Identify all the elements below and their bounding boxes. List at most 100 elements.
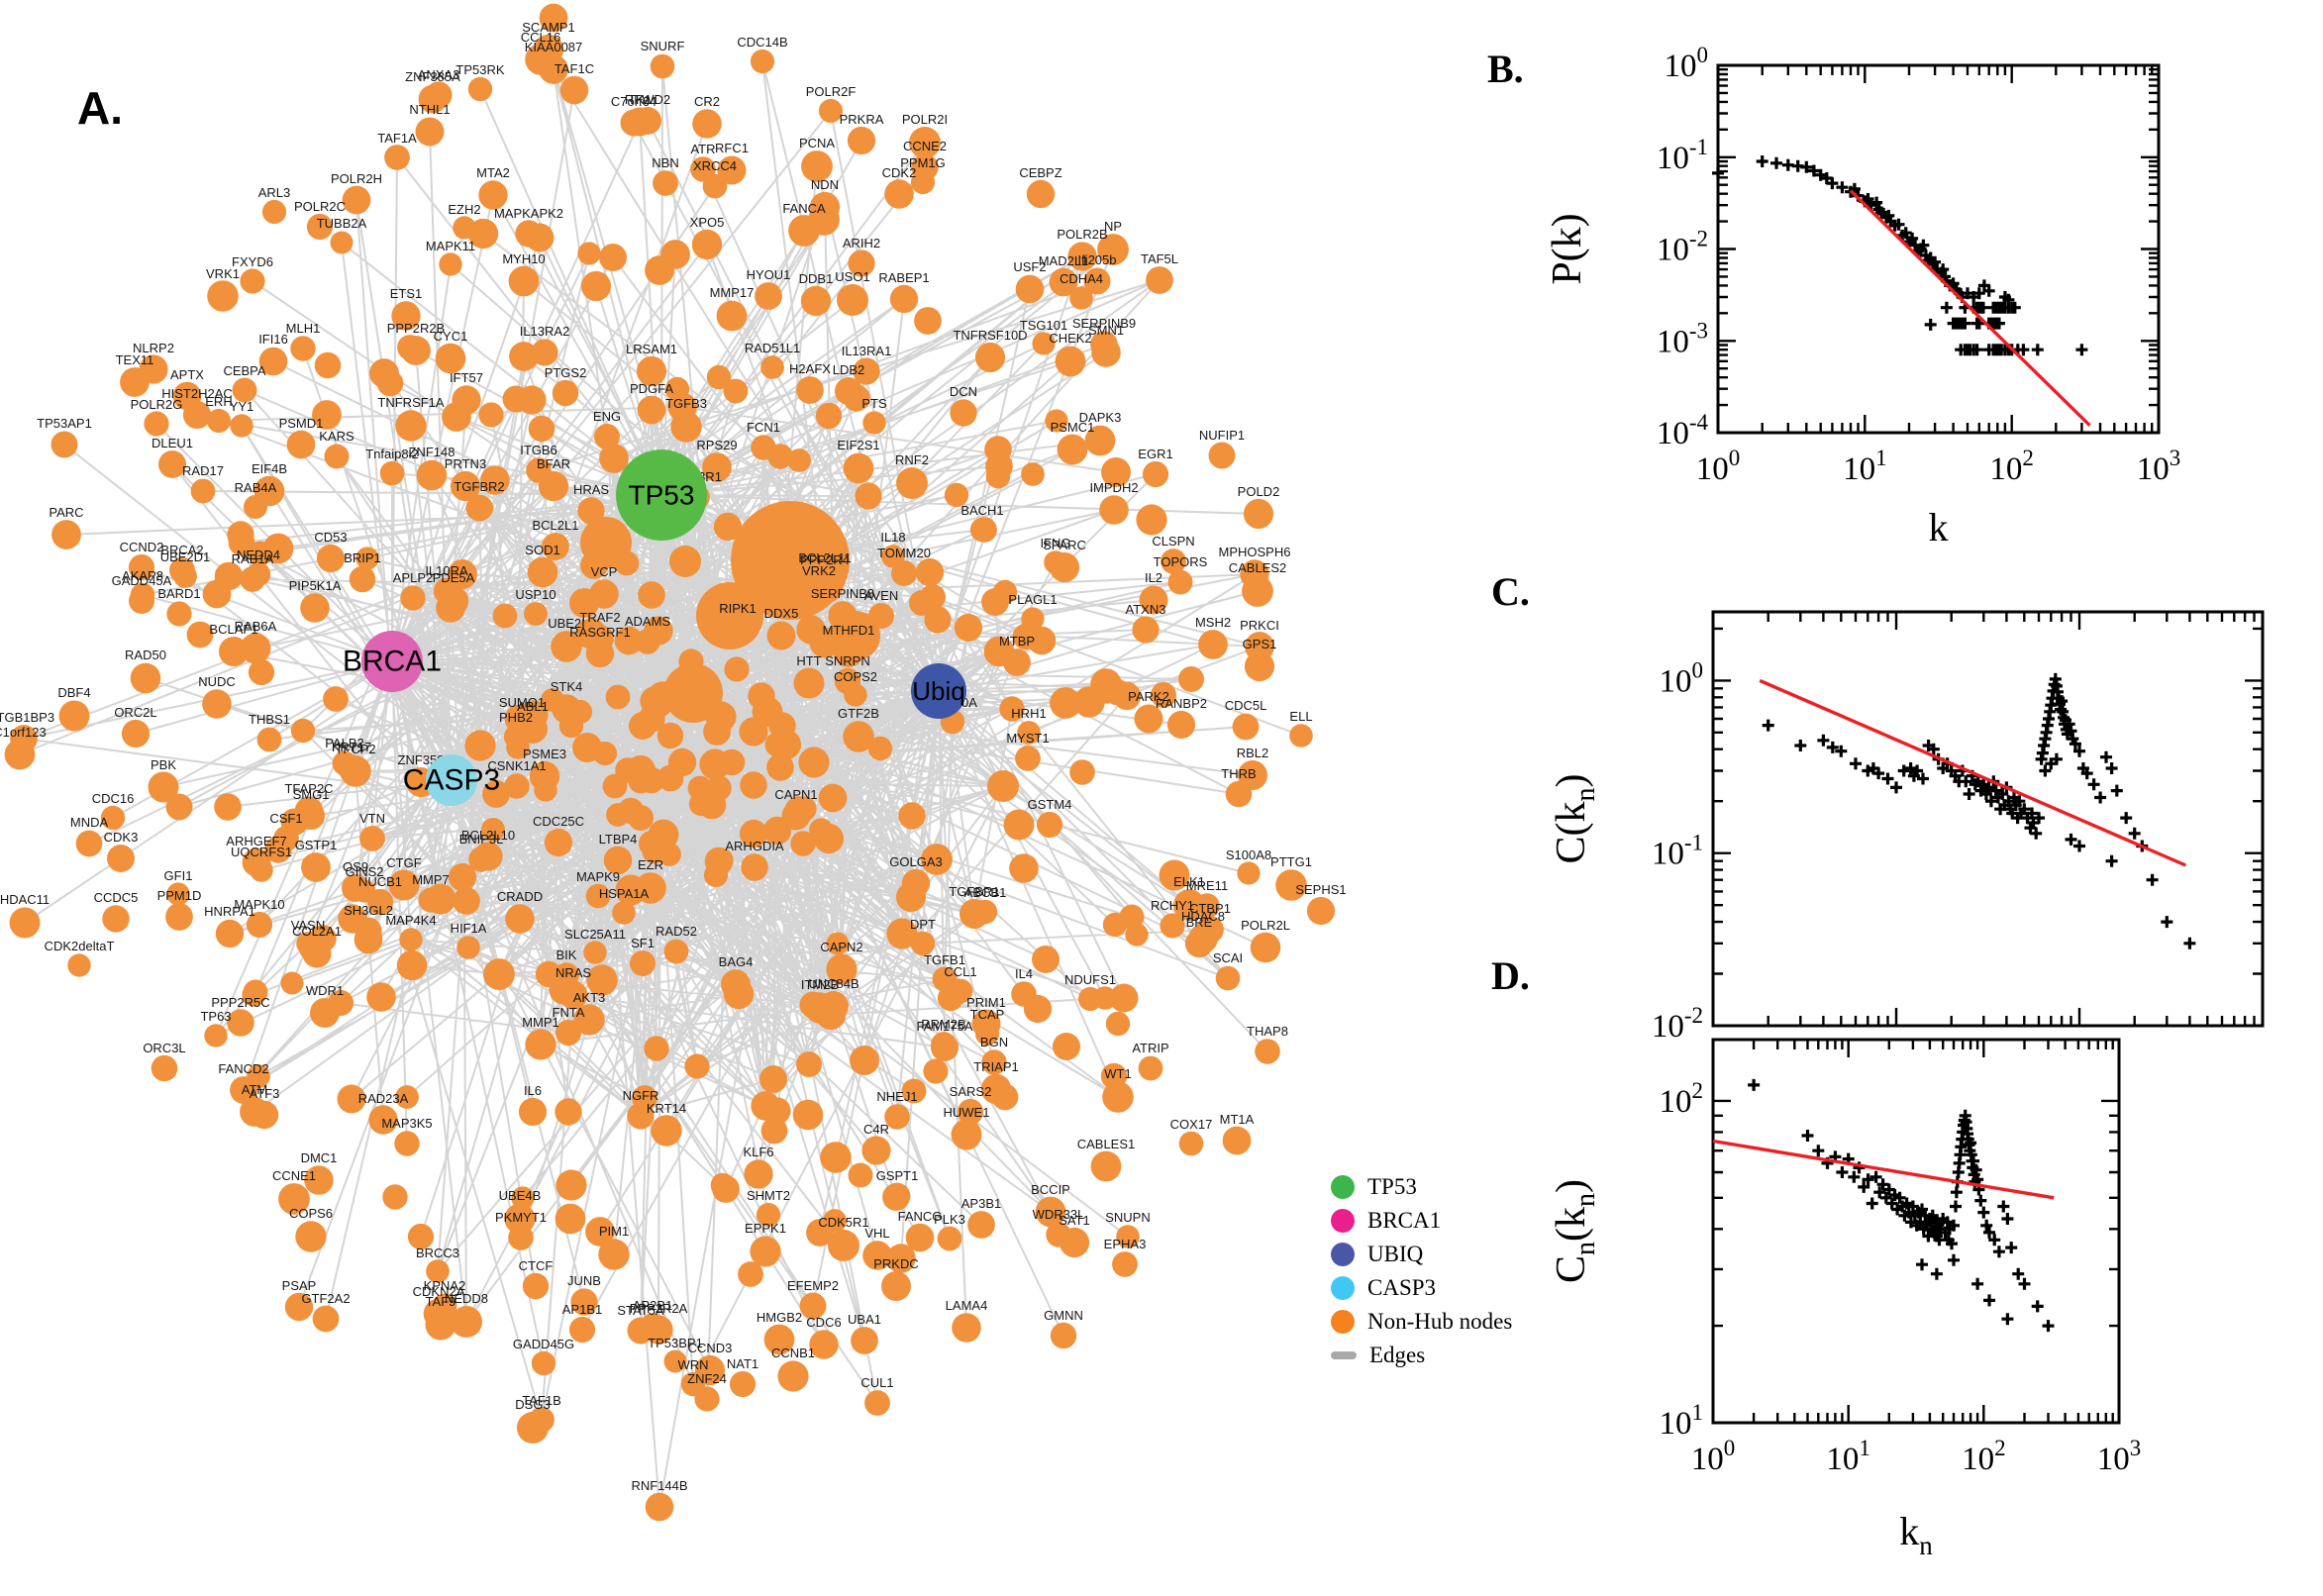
svg-text:BARD1: BARD1 bbox=[157, 586, 200, 601]
svg-text:APLP2: APLP2 bbox=[393, 570, 433, 585]
svg-text:FANCG: FANCG bbox=[898, 1209, 943, 1224]
svg-text:MMP17: MMP17 bbox=[710, 285, 755, 300]
legend-label: TP53 bbox=[1367, 1174, 1417, 1199]
svg-text:TCAP: TCAP bbox=[970, 1007, 1005, 1022]
svg-text:ERH: ERH bbox=[205, 394, 232, 409]
svg-text:EIF2S1: EIF2S1 bbox=[837, 438, 879, 452]
svg-text:SH3GL2: SH3GL2 bbox=[344, 903, 393, 918]
svg-text:PSMC1: PSMC1 bbox=[1051, 420, 1095, 435]
svg-text:CDC16: CDC16 bbox=[92, 791, 135, 806]
svg-text:ATXN3: ATXN3 bbox=[1126, 602, 1166, 617]
svg-text:SNRPN: SNRPN bbox=[825, 653, 870, 668]
svg-text:MYST1: MYST1 bbox=[1006, 731, 1049, 746]
svg-text:GOLGA3: GOLGA3 bbox=[889, 854, 942, 869]
svg-text:PKMYT1: PKMYT1 bbox=[495, 1210, 547, 1225]
svg-text:MTBP: MTBP bbox=[999, 634, 1035, 648]
svg-text:100: 100 bbox=[1665, 43, 1709, 84]
svg-text:ITM2B: ITM2B bbox=[801, 977, 839, 992]
svg-text:PLK3: PLK3 bbox=[934, 1212, 965, 1227]
svg-text:IL2: IL2 bbox=[1145, 570, 1162, 585]
svg-text:TOPORS: TOPORS bbox=[1154, 554, 1208, 569]
svg-text:k: k bbox=[1929, 505, 1949, 549]
svg-text:XRCC4: XRCC4 bbox=[693, 158, 737, 173]
svg-text:C1orf123: C1orf123 bbox=[0, 725, 47, 740]
svg-text:FCN1: FCN1 bbox=[747, 420, 780, 435]
svg-text:HMGB2: HMGB2 bbox=[757, 1310, 802, 1325]
svg-text:PDGFA: PDGFA bbox=[630, 381, 673, 396]
svg-text:10-1: 10-1 bbox=[1652, 831, 1703, 872]
svg-text:CHEK2: CHEK2 bbox=[1049, 331, 1091, 346]
svg-text:PBK: PBK bbox=[151, 757, 176, 772]
svg-text:CCND2: CCND2 bbox=[120, 540, 164, 554]
svg-text:CEBPZ: CEBPZ bbox=[1019, 165, 1061, 180]
svg-text:C4R: C4R bbox=[863, 1122, 889, 1137]
svg-text:10-2: 10-2 bbox=[1657, 227, 1708, 268]
svg-text:TRIAP1: TRIAP1 bbox=[973, 1059, 1019, 1074]
svg-text:LAMA4: LAMA4 bbox=[946, 1298, 988, 1313]
svg-text:CCNE2: CCNE2 bbox=[903, 139, 947, 153]
svg-text:NEDD4: NEDD4 bbox=[237, 548, 280, 562]
svg-text:PSME3: PSME3 bbox=[523, 747, 566, 761]
node-swatch-icon bbox=[1331, 1175, 1355, 1199]
svg-text:SERPINB8: SERPINB8 bbox=[811, 586, 874, 601]
svg-text:PARK2: PARK2 bbox=[1128, 689, 1169, 704]
svg-text:DLEU1: DLEU1 bbox=[152, 436, 193, 450]
svg-text:THBS1: THBS1 bbox=[249, 712, 290, 727]
svg-text:UBE2D1: UBE2D1 bbox=[160, 549, 211, 564]
svg-text:SF1: SF1 bbox=[631, 936, 655, 950]
svg-text:P(k): P(k) bbox=[1545, 213, 1590, 284]
svg-text:TAF1B: TAF1B bbox=[522, 1393, 561, 1408]
svg-text:ARIH2: ARIH2 bbox=[843, 236, 880, 250]
svg-text:PPP2R2A: PPP2R2A bbox=[630, 1301, 688, 1316]
svg-text:PPM1D: PPM1D bbox=[157, 888, 202, 903]
svg-text:MAPK11: MAPK11 bbox=[426, 239, 475, 253]
svg-text:MRE11: MRE11 bbox=[1186, 878, 1228, 893]
svg-text:PPP2R4: PPP2R4 bbox=[800, 552, 850, 567]
svg-text:SHMT2: SHMT2 bbox=[747, 1188, 790, 1203]
svg-text:BRCA1: BRCA1 bbox=[343, 646, 442, 678]
svg-text:CASP3: CASP3 bbox=[403, 764, 500, 797]
svg-text:SEPHS1: SEPHS1 bbox=[1295, 882, 1346, 897]
svg-text:THAP8: THAP8 bbox=[1247, 1024, 1288, 1039]
svg-text:VASN: VASN bbox=[291, 918, 325, 933]
svg-text:102: 102 bbox=[1962, 1436, 2006, 1477]
legend-item-brca1: BRCA1 bbox=[1331, 1208, 1512, 1234]
svg-text:10-1: 10-1 bbox=[1657, 135, 1708, 176]
svg-text:HRAS: HRAS bbox=[573, 482, 609, 497]
svg-text:TNFRSF1A: TNFRSF1A bbox=[377, 395, 445, 410]
svg-text:RAB6A: RAB6A bbox=[235, 619, 277, 634]
svg-text:JUNB: JUNB bbox=[567, 1273, 601, 1288]
svg-text:PRTN3: PRTN3 bbox=[445, 456, 486, 471]
svg-text:IFNG: IFNG bbox=[1040, 536, 1070, 550]
svg-text:DBF4: DBF4 bbox=[57, 685, 90, 700]
svg-text:POLD2: POLD2 bbox=[1238, 484, 1280, 499]
svg-text:FANCA: FANCA bbox=[782, 201, 826, 216]
svg-text:CTCF: CTCF bbox=[519, 1258, 554, 1273]
svg-text:CCDC5: CCDC5 bbox=[94, 890, 139, 905]
svg-text:SCAI: SCAI bbox=[1213, 950, 1243, 965]
svg-text:MAPK9: MAPK9 bbox=[576, 869, 620, 884]
svg-text:NTHL1: NTHL1 bbox=[409, 102, 450, 117]
svg-text:UBE4B: UBE4B bbox=[499, 1188, 542, 1203]
legend-item-non-hub-nodes: Non-Hub nodes bbox=[1331, 1309, 1512, 1335]
svg-text:10-3: 10-3 bbox=[1657, 318, 1708, 359]
svg-text:GPS1: GPS1 bbox=[1243, 637, 1277, 651]
svg-text:IMPDH2: IMPDH2 bbox=[1089, 480, 1138, 495]
svg-text:DSG3: DSG3 bbox=[515, 1397, 550, 1412]
svg-text:102: 102 bbox=[1989, 446, 2033, 487]
svg-text:TGFB1: TGFB1 bbox=[924, 952, 965, 967]
svg-text:SNUPN: SNUPN bbox=[1105, 1210, 1151, 1225]
svg-text:KIAA0087: KIAA0087 bbox=[525, 40, 583, 54]
svg-text:RAD52: RAD52 bbox=[656, 924, 697, 939]
svg-text:BGN: BGN bbox=[980, 1035, 1008, 1049]
svg-text:EFEMP2: EFEMP2 bbox=[787, 1278, 839, 1293]
svg-text:C7orf64: C7orf64 bbox=[611, 94, 656, 109]
svg-text:HSPA1A: HSPA1A bbox=[599, 886, 650, 901]
svg-text:SOD1: SOD1 bbox=[525, 543, 559, 557]
svg-text:SLC25A11: SLC25A11 bbox=[564, 927, 626, 942]
svg-text:FAM175A: FAM175A bbox=[916, 1019, 972, 1034]
svg-text:CDHA4: CDHA4 bbox=[1060, 271, 1103, 286]
svg-text:DDX5: DDX5 bbox=[764, 606, 799, 621]
svg-text:NDUFS1: NDUFS1 bbox=[1064, 972, 1116, 987]
svg-text:USO1: USO1 bbox=[835, 269, 869, 284]
